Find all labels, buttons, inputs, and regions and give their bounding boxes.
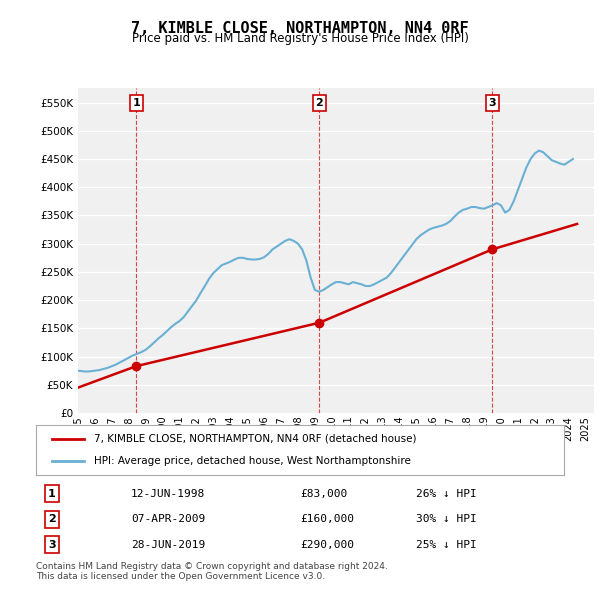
Text: 12-JUN-1998: 12-JUN-1998: [131, 489, 205, 499]
Text: 7, KIMBLE CLOSE, NORTHAMPTON, NN4 0RF (detached house): 7, KIMBLE CLOSE, NORTHAMPTON, NN4 0RF (d…: [94, 434, 416, 444]
Text: 7, KIMBLE CLOSE, NORTHAMPTON, NN4 0RF: 7, KIMBLE CLOSE, NORTHAMPTON, NN4 0RF: [131, 21, 469, 35]
Text: 3: 3: [48, 540, 56, 550]
Text: Contains HM Land Registry data © Crown copyright and database right 2024.
This d: Contains HM Land Registry data © Crown c…: [36, 562, 388, 581]
Text: 3: 3: [488, 98, 496, 108]
Text: 07-APR-2009: 07-APR-2009: [131, 514, 205, 525]
Text: 1: 1: [133, 98, 140, 108]
Text: £290,000: £290,000: [300, 540, 354, 550]
Text: HPI: Average price, detached house, West Northamptonshire: HPI: Average price, detached house, West…: [94, 456, 411, 466]
Text: 30% ↓ HPI: 30% ↓ HPI: [416, 514, 477, 525]
Text: Price paid vs. HM Land Registry's House Price Index (HPI): Price paid vs. HM Land Registry's House …: [131, 32, 469, 45]
Text: 2: 2: [48, 514, 56, 525]
Text: 2: 2: [316, 98, 323, 108]
Text: 1: 1: [48, 489, 56, 499]
Text: £160,000: £160,000: [300, 514, 354, 525]
Text: 26% ↓ HPI: 26% ↓ HPI: [416, 489, 477, 499]
Text: 25% ↓ HPI: 25% ↓ HPI: [416, 540, 477, 550]
Text: £83,000: £83,000: [300, 489, 347, 499]
Text: 28-JUN-2019: 28-JUN-2019: [131, 540, 205, 550]
